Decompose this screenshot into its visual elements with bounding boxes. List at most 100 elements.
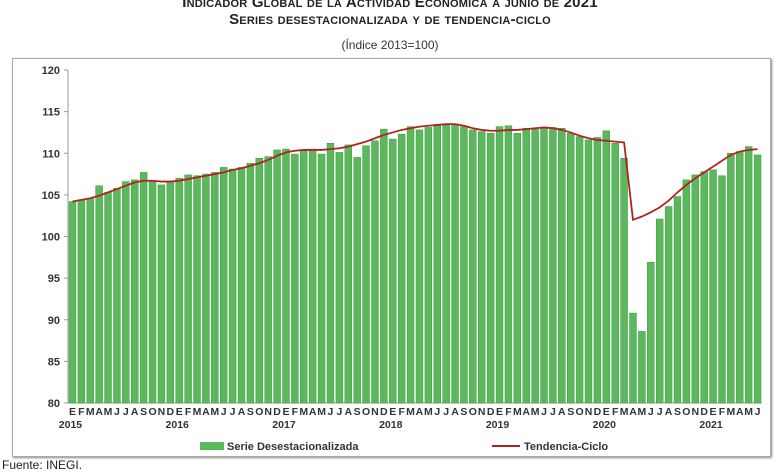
x-month-label: M: [104, 406, 113, 418]
bar: [673, 196, 682, 404]
trend-line: [72, 123, 758, 222]
x-month-label: O: [576, 406, 584, 418]
x-year-label: 2018: [379, 419, 403, 431]
x-month-label: O: [362, 406, 370, 418]
bar: [95, 185, 103, 404]
x-month-label: J: [657, 406, 663, 418]
bar: [575, 136, 584, 404]
y-tick-label: 100: [42, 232, 60, 244]
y-tick-label: 115: [42, 107, 60, 119]
legend-label-line: Tendencia-Ciclo: [524, 441, 608, 453]
x-month-label: A: [736, 406, 744, 418]
chart-title: Indicador Global de la Actividad Económi…: [182, 0, 598, 11]
bar: [664, 206, 673, 404]
bar: [424, 127, 433, 404]
bar: [469, 129, 477, 404]
x-month-label: N: [478, 406, 486, 418]
bar: [736, 151, 744, 404]
bar: [246, 162, 255, 404]
x-month-label: J: [328, 406, 334, 418]
legend-swatch-bars: [200, 442, 224, 450]
x-month-label: E: [603, 406, 610, 418]
x-month-label: D: [487, 406, 495, 418]
x-month-label: F: [398, 406, 405, 418]
y-tick-label: 80: [48, 398, 60, 410]
source-note: Fuente: INEGI.: [2, 458, 83, 472]
bar: [335, 152, 344, 404]
x-month-label: M: [193, 406, 202, 418]
x-month-label: F: [78, 406, 85, 418]
bar: [433, 125, 441, 404]
x-month-label: F: [292, 406, 299, 418]
bar: [380, 128, 388, 404]
bar: [317, 153, 326, 404]
x-month-label: A: [558, 406, 566, 418]
bar: [264, 156, 272, 404]
x-year-label: 2020: [593, 419, 617, 431]
bar: [504, 125, 513, 404]
x-month-label: O: [469, 406, 477, 418]
bar: [131, 179, 139, 404]
bar: [344, 144, 352, 404]
bar: [308, 148, 317, 404]
x-month-label: E: [282, 406, 289, 418]
x-month-label: D: [380, 406, 388, 418]
bar: [86, 197, 94, 404]
bar: [478, 131, 486, 404]
x-year-label: 2017: [272, 419, 296, 431]
bar: [211, 172, 219, 404]
bar: [486, 133, 495, 404]
x-month-label: A: [416, 406, 424, 418]
bar: [558, 128, 566, 404]
bar: [567, 133, 575, 404]
bar: [353, 157, 361, 404]
bar: [495, 126, 504, 404]
y-tick-label: 85: [48, 356, 60, 368]
bar: [362, 145, 370, 404]
x-month-label: N: [691, 406, 699, 418]
x-month-label: A: [238, 406, 246, 418]
x-month-label: O: [148, 406, 156, 418]
x-month-label: N: [264, 406, 272, 418]
x-month-label: J: [123, 406, 129, 418]
x-month-label: S: [247, 406, 254, 418]
x-month-label: S: [674, 406, 681, 418]
bar: [273, 149, 281, 404]
bar: [237, 167, 246, 404]
x-month-label: J: [755, 406, 761, 418]
bar: [540, 128, 548, 404]
x-month-label: A: [629, 406, 637, 418]
x-month-label: A: [665, 406, 673, 418]
x-month-label: S: [567, 406, 574, 418]
x-month-label: D: [594, 406, 602, 418]
x-month-label: J: [434, 406, 440, 418]
bar: [291, 153, 299, 404]
x-month-label: M: [424, 406, 433, 418]
x-month-label: A: [309, 406, 317, 418]
x-month-label: J: [114, 406, 120, 418]
x-year-label: 2019: [486, 419, 510, 431]
x-month-label: E: [710, 406, 717, 418]
x-month-label: M: [638, 406, 647, 418]
x-month-label: J: [648, 406, 654, 418]
x-month-label: E: [496, 406, 503, 418]
x-month-label: A: [202, 406, 210, 418]
x-year-label: 2015: [59, 419, 83, 431]
y-tick-label: 110: [42, 148, 60, 160]
y-tick-label: 90: [48, 315, 60, 327]
x-month-label: J: [541, 406, 547, 418]
bar: [397, 133, 406, 404]
chart-subtitle: Series desestacionalizada y de tendencia…: [229, 11, 551, 28]
chart-frame: [12, 58, 771, 457]
x-month-label: N: [158, 406, 166, 418]
bar: [148, 181, 157, 404]
x-month-label: D: [700, 406, 708, 418]
x-month-label: J: [443, 406, 449, 418]
bar: [709, 169, 717, 404]
bar: [451, 123, 459, 404]
legend-label-bars: Serie Desestacionalizada: [227, 441, 359, 453]
bar: [326, 143, 335, 404]
bar: [513, 133, 522, 404]
bar: [753, 154, 762, 404]
